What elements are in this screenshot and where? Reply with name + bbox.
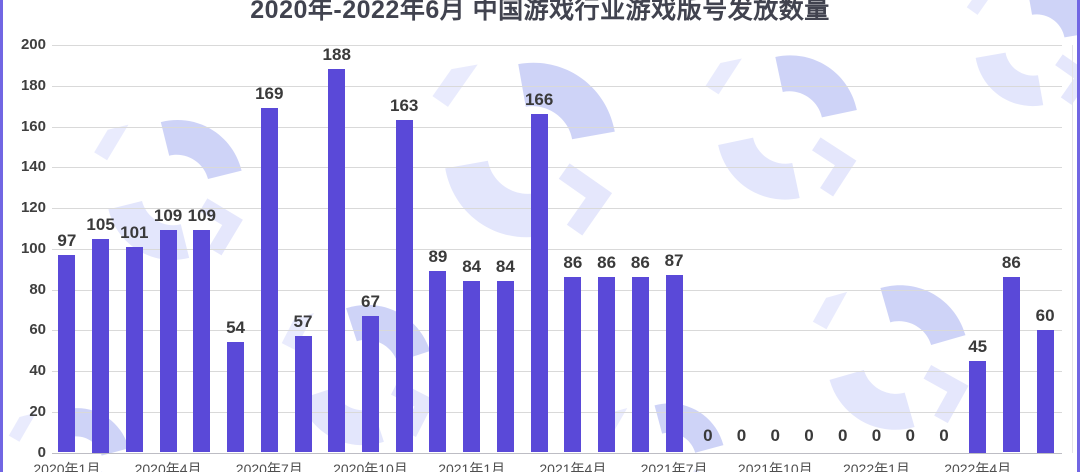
bar [294, 336, 312, 453]
gridline-200 [52, 45, 1062, 46]
bar-value-label: 84 [462, 257, 482, 277]
bar-value-label: 84 [495, 257, 515, 277]
y-axis-tick: 160 [20, 117, 46, 135]
bar-value-label: 0 [703, 425, 713, 445]
x-axis-tick: 2020年1月 [33, 461, 101, 472]
bar [496, 281, 514, 453]
y-axis-tick: 200 [20, 36, 46, 53]
gridline-0 [52, 452, 1062, 454]
gridline-40 [52, 371, 1062, 372]
bar-value-label: 97 [57, 230, 77, 250]
bar-value-label: 0 [804, 425, 814, 445]
bar [125, 246, 143, 453]
x-axis-tick: 2021年7月 [640, 461, 708, 472]
bar [395, 120, 413, 453]
bar [92, 238, 110, 453]
bar-value-label: 60 [1035, 306, 1055, 326]
gridline-140 [52, 167, 1062, 169]
gridline-80 [52, 289, 1062, 291]
plot-right-spine [1072, 45, 1073, 453]
gridline-120 [52, 208, 1062, 209]
bar-value-label: 67 [360, 291, 380, 311]
bar-value-label: 166 [524, 90, 554, 110]
bar-value-label: 101 [120, 222, 149, 242]
bar [631, 277, 649, 453]
bar [530, 114, 548, 453]
bar-value-label: 86 [563, 253, 583, 273]
frame-left-edge [0, 0, 3, 472]
y-axis-tick: 120 [20, 199, 46, 216]
bar-value-label: 109 [153, 206, 183, 226]
bar [969, 360, 987, 453]
bar [328, 69, 346, 453]
bar-value-label: 169 [255, 84, 284, 104]
y-axis-tick: 0 [37, 443, 46, 461]
bar [665, 275, 683, 453]
x-axis-tick: 2021年4月 [539, 461, 607, 472]
x-axis-tick: 2022年4月 [944, 461, 1012, 472]
bar-value-label: 0 [837, 425, 848, 445]
gridline-180 [52, 85, 1062, 87]
bar-value-label: 57 [293, 312, 313, 332]
bar-value-label: 87 [664, 251, 684, 271]
bar [159, 230, 177, 453]
bar [260, 108, 278, 453]
frame-right-edge [1077, 0, 1080, 472]
bar-value-label: 109 [187, 206, 216, 226]
gridline-160 [52, 126, 1062, 128]
bar-value-label: 188 [322, 45, 351, 65]
y-axis-tick: 20 [29, 402, 46, 420]
bar [1036, 330, 1054, 453]
x-axis-tick: 2021年1月 [438, 461, 506, 472]
bar-value-label: 105 [86, 214, 115, 234]
x-axis-tick: 2021年10月 [737, 461, 813, 472]
bar-value-label: 163 [390, 96, 419, 116]
bar [1002, 277, 1020, 453]
y-axis-tick: 80 [29, 280, 46, 298]
bar [463, 281, 481, 453]
bar [564, 277, 582, 453]
y-axis-tick: 180 [20, 76, 46, 94]
bar-value-label: 0 [871, 425, 882, 445]
y-axis-tick: 140 [20, 158, 46, 176]
x-axis-tick: 2022年1月 [842, 461, 910, 472]
bar [193, 230, 211, 453]
y-axis-tick: 100 [20, 239, 46, 257]
bar-value-label: 89 [428, 247, 448, 267]
bar [429, 271, 447, 453]
bar-value-label: 86 [1001, 253, 1021, 273]
x-axis-tick: 2020年7月 [235, 461, 303, 472]
gridline-100 [52, 248, 1062, 250]
bar [598, 277, 616, 453]
bar [361, 315, 379, 453]
x-axis-tick: 2020年4月 [134, 461, 202, 472]
y-axis-tick: 40 [29, 362, 46, 379]
bar-value-label: 0 [905, 425, 915, 445]
bar-value-label: 0 [939, 425, 949, 445]
x-axis-tick: 2020年10月 [333, 461, 408, 472]
chart-title: 2020年-2022年6月 中国游戏行业游戏版号发放数量 [250, 0, 830, 24]
dg-watermark-icon [795, 255, 999, 459]
bar-value-label: 0 [770, 425, 780, 445]
gridline-60 [52, 330, 1062, 332]
bar [58, 254, 76, 453]
bar [227, 342, 245, 453]
bar-value-label: 0 [736, 425, 747, 445]
bar-value-label: 45 [968, 336, 988, 356]
bar-value-label: 54 [226, 318, 245, 338]
y-axis-tick: 60 [29, 321, 46, 339]
dg-watermark-icon [414, 34, 646, 266]
gridline-20 [52, 411, 1062, 413]
bar-value-label: 86 [597, 253, 617, 273]
bar-value-label: 86 [630, 253, 650, 273]
